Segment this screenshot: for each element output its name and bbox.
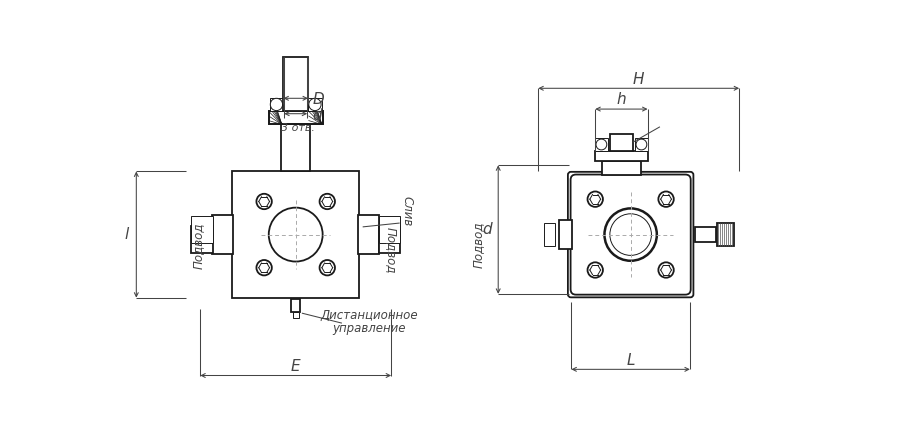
Circle shape bbox=[270, 98, 283, 110]
Text: Подвод: Подвод bbox=[472, 221, 485, 268]
Text: d: d bbox=[482, 222, 492, 237]
Bar bbox=[282, 124, 310, 172]
Bar bbox=[283, 58, 309, 111]
Circle shape bbox=[588, 191, 603, 207]
FancyBboxPatch shape bbox=[571, 174, 690, 295]
Bar bbox=[610, 134, 633, 151]
Circle shape bbox=[256, 194, 272, 209]
Bar bbox=[595, 138, 608, 151]
Circle shape bbox=[659, 262, 674, 278]
Bar bbox=[717, 223, 734, 246]
Bar bbox=[602, 161, 641, 175]
Circle shape bbox=[309, 98, 321, 110]
Circle shape bbox=[605, 208, 657, 261]
Bar bbox=[291, 299, 301, 312]
Circle shape bbox=[256, 260, 272, 275]
Bar bbox=[212, 215, 233, 254]
Bar bbox=[559, 220, 572, 249]
Bar bbox=[635, 138, 648, 151]
Text: 3 отв.: 3 отв. bbox=[281, 123, 315, 133]
Bar bbox=[269, 111, 322, 124]
Circle shape bbox=[320, 260, 335, 275]
Text: H: H bbox=[633, 72, 644, 87]
Bar bbox=[191, 226, 212, 253]
Bar bbox=[379, 226, 400, 253]
FancyBboxPatch shape bbox=[568, 172, 693, 297]
Bar bbox=[595, 151, 648, 161]
Text: Подвод: Подвод bbox=[384, 227, 398, 273]
Bar bbox=[379, 216, 400, 244]
Text: d: d bbox=[312, 108, 322, 123]
Text: D: D bbox=[313, 93, 325, 107]
Bar bbox=[292, 312, 299, 318]
Bar bbox=[695, 227, 716, 242]
Bar bbox=[308, 97, 322, 111]
Bar bbox=[191, 216, 212, 244]
Circle shape bbox=[659, 191, 674, 207]
Text: Слив: Слив bbox=[400, 196, 414, 227]
Bar bbox=[269, 97, 284, 111]
Bar bbox=[544, 223, 555, 246]
Text: Подвод: Подвод bbox=[192, 223, 204, 270]
Text: E: E bbox=[291, 359, 301, 374]
Circle shape bbox=[320, 194, 335, 209]
Circle shape bbox=[588, 262, 603, 278]
Text: L: L bbox=[626, 353, 634, 367]
Text: h: h bbox=[616, 92, 626, 106]
Text: l: l bbox=[125, 227, 130, 242]
Bar bbox=[232, 171, 359, 298]
Bar bbox=[358, 215, 379, 254]
Text: Дистанционное: Дистанционное bbox=[320, 309, 418, 322]
Bar bbox=[269, 111, 322, 124]
Text: управление: управление bbox=[332, 322, 406, 335]
